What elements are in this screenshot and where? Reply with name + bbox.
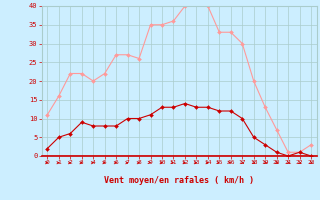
X-axis label: Vent moyen/en rafales ( km/h ): Vent moyen/en rafales ( km/h ): [104, 176, 254, 185]
